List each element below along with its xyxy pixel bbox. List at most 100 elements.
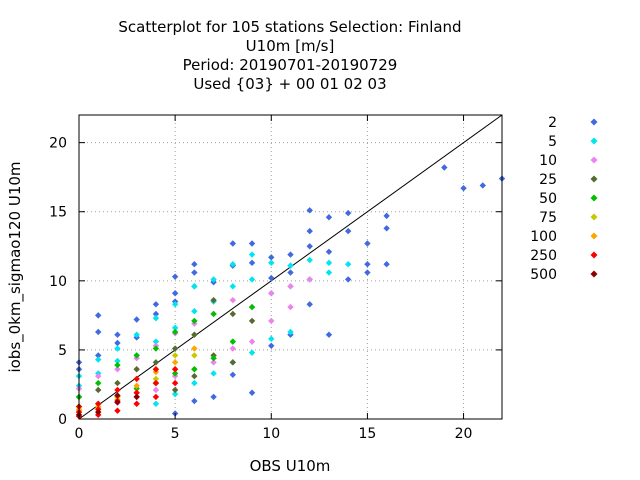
point-series-0 bbox=[171, 273, 179, 280]
point-series-3 bbox=[191, 372, 198, 380]
y-tick-label: 5 bbox=[58, 343, 67, 359]
point-series-4 bbox=[248, 303, 256, 311]
point-series-0 bbox=[152, 310, 160, 318]
point-series-4 bbox=[210, 310, 217, 318]
title-line-3: Period: 20190701-20190729 bbox=[183, 56, 398, 74]
point-series-3 bbox=[248, 317, 256, 325]
point-series-0 bbox=[268, 342, 275, 349]
point-series-7 bbox=[95, 400, 102, 407]
point-series-7 bbox=[133, 389, 140, 396]
point-series-1 bbox=[210, 276, 217, 283]
legend-marker bbox=[590, 194, 598, 202]
point-series-1 bbox=[191, 308, 198, 315]
point-series-5 bbox=[191, 352, 198, 359]
point-series-1 bbox=[287, 328, 294, 336]
point-series-2 bbox=[229, 345, 237, 352]
point-series-1 bbox=[306, 256, 313, 264]
point-series-0 bbox=[306, 207, 313, 214]
chart-title: Scatterplot for 105 stations Selection: … bbox=[118, 18, 461, 93]
point-series-2 bbox=[287, 303, 294, 311]
point-series-0 bbox=[152, 301, 160, 308]
point-series-1 bbox=[114, 345, 121, 352]
point-series-3 bbox=[210, 296, 217, 304]
point-series-7 bbox=[171, 366, 179, 373]
point-series-3 bbox=[171, 386, 179, 394]
point-series-7 bbox=[114, 386, 121, 394]
point-series-1 bbox=[191, 379, 198, 387]
point-series-2 bbox=[287, 283, 294, 290]
point-series-4 bbox=[95, 379, 102, 387]
point-series-3 bbox=[171, 345, 179, 352]
point-series-8 bbox=[114, 399, 121, 406]
point-series-3 bbox=[95, 386, 102, 394]
point-series-4 bbox=[171, 328, 179, 336]
x-axis-label: OBS U10m bbox=[250, 457, 331, 475]
point-series-1 bbox=[152, 338, 160, 345]
point-series-0 bbox=[229, 240, 237, 247]
point-series-0 bbox=[248, 259, 256, 267]
point-series-4 bbox=[114, 361, 121, 369]
point-series-3 bbox=[152, 359, 160, 366]
point-series-2 bbox=[306, 276, 313, 283]
point-series-0 bbox=[191, 397, 198, 405]
point-series-0 bbox=[364, 269, 371, 276]
point-series-1 bbox=[268, 335, 275, 343]
title-line-1: Scatterplot for 105 stations Selection: … bbox=[118, 18, 461, 36]
point-series-4 bbox=[191, 317, 198, 325]
y-axis-label: iobs_0km_sigmao120 U10m bbox=[6, 161, 25, 372]
point-series-1 bbox=[344, 261, 352, 268]
x-tick-label: 10 bbox=[262, 426, 280, 442]
y-tick-label: 20 bbox=[49, 136, 67, 152]
point-series-0 bbox=[364, 240, 371, 247]
point-series-4 bbox=[152, 345, 160, 352]
point-series-1 bbox=[152, 400, 160, 407]
point-series-3 bbox=[133, 366, 140, 373]
legend-label: 10 bbox=[539, 153, 557, 169]
point-series-0 bbox=[344, 209, 352, 217]
point-series-7 bbox=[152, 393, 160, 401]
point-series-0 bbox=[268, 274, 275, 282]
point-series-7 bbox=[133, 375, 140, 383]
x-tick-label: 5 bbox=[171, 426, 180, 442]
point-series-3 bbox=[229, 359, 237, 366]
point-series-5 bbox=[152, 375, 160, 383]
point-series-8 bbox=[95, 408, 102, 416]
point-series-0 bbox=[306, 227, 313, 235]
point-series-0 bbox=[325, 214, 333, 221]
point-series-0 bbox=[306, 243, 313, 250]
point-series-3 bbox=[229, 310, 237, 318]
point-series-2 bbox=[268, 290, 275, 297]
point-series-3 bbox=[114, 379, 121, 387]
point-series-1 bbox=[229, 261, 237, 268]
x-tick-label: 15 bbox=[358, 426, 376, 442]
point-series-1 bbox=[191, 283, 198, 290]
legend-marker bbox=[590, 270, 598, 278]
point-series-4 bbox=[191, 366, 198, 373]
point-series-1 bbox=[325, 269, 333, 276]
point-series-0 bbox=[364, 261, 371, 268]
point-series-1 bbox=[171, 301, 179, 308]
point-series-0 bbox=[114, 331, 121, 338]
legend-label: 250 bbox=[530, 248, 557, 264]
point-series-0 bbox=[325, 248, 333, 255]
point-series-0 bbox=[248, 240, 256, 247]
y-tick-label: 0 bbox=[58, 412, 67, 428]
point-series-0 bbox=[441, 164, 448, 171]
axis-ticks: 0 5 10 15 20 0 5 10 15 20 bbox=[49, 115, 502, 442]
point-series-1 bbox=[287, 262, 294, 269]
point-series-0 bbox=[268, 254, 275, 261]
legend-label: 5 bbox=[548, 134, 557, 150]
point-series-0 bbox=[383, 225, 390, 232]
point-series-0 bbox=[95, 312, 102, 319]
point-series-1 bbox=[248, 349, 256, 356]
point-series-0 bbox=[133, 316, 140, 323]
plot-frame bbox=[78, 114, 503, 420]
point-series-0 bbox=[191, 269, 198, 276]
point-series-7 bbox=[152, 379, 160, 387]
point-series-8 bbox=[114, 392, 121, 399]
point-series-0 bbox=[344, 227, 352, 235]
legend-marker bbox=[590, 251, 598, 259]
point-series-1 bbox=[268, 259, 275, 267]
point-series-0 bbox=[287, 251, 294, 258]
point-series-7 bbox=[114, 407, 121, 414]
